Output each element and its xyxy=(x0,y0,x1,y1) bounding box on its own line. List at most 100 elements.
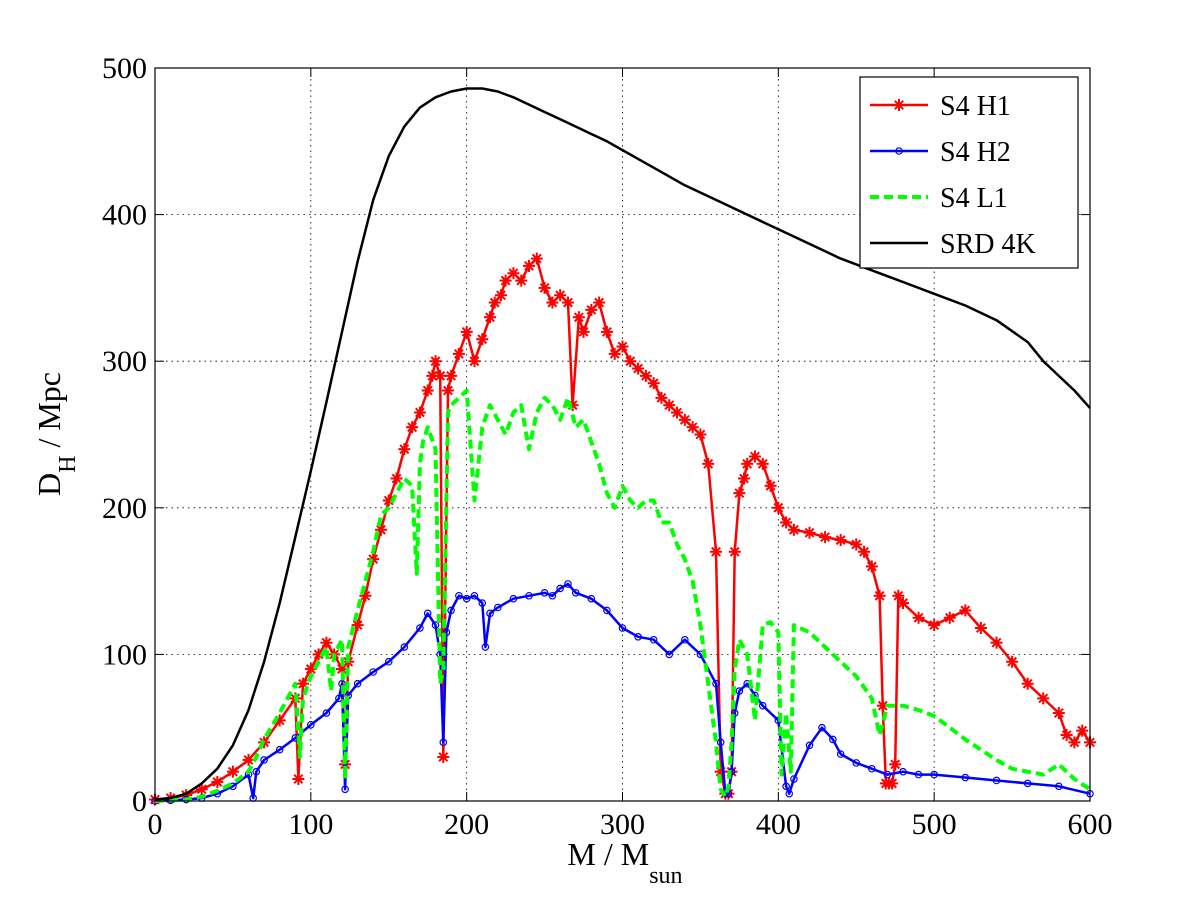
data-point xyxy=(548,591,557,600)
legend-entry: S4 L1 xyxy=(870,183,1008,214)
data-point xyxy=(416,624,424,632)
x-tick-label: 100 xyxy=(288,808,333,841)
data-point xyxy=(585,303,598,316)
data-point xyxy=(943,611,956,624)
data-point xyxy=(738,472,751,485)
data-point xyxy=(748,450,761,463)
data-point xyxy=(275,745,284,754)
x-tick-label: 400 xyxy=(756,808,801,841)
data-point xyxy=(712,679,720,688)
data-point xyxy=(876,699,889,712)
y-tick-label: 500 xyxy=(102,52,147,85)
data-point xyxy=(914,770,923,779)
data-point xyxy=(681,635,689,644)
data-point xyxy=(603,606,611,615)
data-point xyxy=(992,776,1001,785)
x-axis-label: M / Msun xyxy=(567,836,682,889)
data-point xyxy=(335,694,343,703)
data-point xyxy=(593,296,606,309)
data-point xyxy=(805,741,814,750)
data-point xyxy=(616,340,629,353)
data-point xyxy=(785,789,794,798)
legend-label: S4 L1 xyxy=(940,183,1008,214)
y-tick-label: 400 xyxy=(102,199,147,232)
data-point xyxy=(390,472,403,485)
data-point xyxy=(886,777,899,790)
data-point xyxy=(850,538,863,551)
data-point xyxy=(852,759,861,767)
data-point xyxy=(494,289,507,302)
data-point xyxy=(374,523,387,536)
y-tick-label: 200 xyxy=(102,492,147,525)
data-point xyxy=(1052,707,1065,720)
data-point xyxy=(406,421,419,434)
data-point xyxy=(974,622,987,635)
data-point xyxy=(369,668,377,676)
data-point xyxy=(398,443,411,456)
data-point xyxy=(710,545,722,558)
data-point xyxy=(883,770,892,779)
data-point xyxy=(468,355,481,368)
data-point xyxy=(899,767,907,776)
data-point xyxy=(455,591,463,600)
data-point xyxy=(678,413,691,426)
tick-layer: 0 100 200 300 400 500 600 0 100 200 300 400 500 xyxy=(102,52,1113,841)
data-point xyxy=(445,369,458,382)
legend-label: S4 H2 xyxy=(940,137,1011,168)
data-point xyxy=(423,609,432,618)
data-point xyxy=(353,679,362,688)
data-point xyxy=(961,773,970,782)
data-point xyxy=(462,594,471,603)
series-line xyxy=(154,388,1092,803)
data-point xyxy=(439,738,448,747)
data-point xyxy=(447,606,455,615)
data-point xyxy=(515,274,528,287)
legend-marker xyxy=(893,99,905,111)
data-point xyxy=(400,643,409,651)
data-point xyxy=(499,274,512,287)
data-point xyxy=(756,457,769,470)
data-point xyxy=(421,384,434,397)
data-point xyxy=(434,369,447,382)
legend: S4 H1 S4 H2 S4 L1 SRD 4K xyxy=(859,76,1079,269)
data-point xyxy=(540,589,549,597)
data-point xyxy=(834,534,847,547)
data-point xyxy=(889,758,902,771)
data-point xyxy=(1023,779,1032,788)
data-point xyxy=(787,523,800,536)
series-srd-4k xyxy=(154,87,1091,801)
data-point xyxy=(758,701,767,710)
series-line xyxy=(154,87,1091,801)
data-point xyxy=(571,589,580,597)
data-point xyxy=(790,775,798,783)
data-point xyxy=(865,560,878,573)
legend-entry: S4 H2 xyxy=(870,137,1011,168)
x-tick-label: 300 xyxy=(600,808,645,841)
data-point xyxy=(476,333,489,346)
data-point xyxy=(829,735,837,744)
data-point xyxy=(694,428,707,441)
data-point xyxy=(624,355,637,368)
data-point xyxy=(486,609,494,618)
data-point xyxy=(530,252,543,265)
x-axis-label-sub: sun xyxy=(649,863,682,889)
legend-entry: SRD 4K xyxy=(870,229,1036,260)
series-layer xyxy=(149,87,1096,806)
data-point xyxy=(686,421,699,434)
data-point xyxy=(577,325,590,338)
data-point xyxy=(1060,729,1073,742)
series-s4-l1 xyxy=(154,388,1092,803)
data-point xyxy=(341,785,349,794)
data-point xyxy=(509,594,518,603)
data-point xyxy=(1006,655,1019,668)
data-point xyxy=(572,311,585,324)
data-point xyxy=(930,770,938,779)
legend-entry: S4 H1 xyxy=(870,91,1011,122)
y-axis-label: DH / Mpc xyxy=(31,372,81,496)
data-point xyxy=(431,621,440,629)
data-point xyxy=(494,603,502,612)
data-point xyxy=(912,611,925,624)
data-point xyxy=(990,636,1003,649)
legend-label: S4 H1 xyxy=(940,91,1011,122)
data-point xyxy=(211,775,224,788)
